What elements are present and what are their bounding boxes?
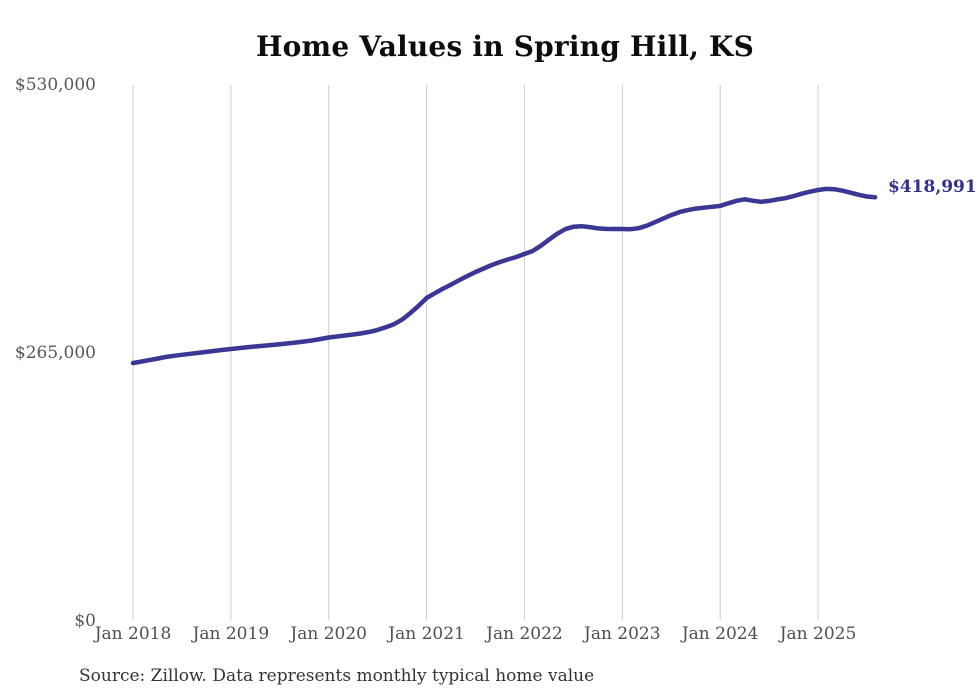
x-tick-label: Jan 2019 (192, 624, 270, 644)
source-note: Source: Zillow. Data represents monthly … (79, 666, 595, 686)
x-tick-label: Jan 2020 (290, 624, 367, 644)
x-tick-label: Jan 2018 (94, 624, 172, 644)
chart-title: Home Values in Spring Hill, KS (256, 30, 754, 63)
y-tick-label: $265,000 (14, 343, 96, 363)
x-tick-label: Jan 2022 (486, 624, 563, 644)
end-value-label: $418,991 (888, 177, 977, 197)
home-value-line (130, 186, 878, 366)
y-tick-label: $530,000 (14, 75, 96, 95)
y-tick-label: $0 (74, 611, 96, 631)
x-tick-label: Jan 2023 (584, 624, 661, 644)
x-tick-label: Jan 2024 (681, 624, 759, 644)
x-tick-label: Jan 2021 (388, 624, 465, 644)
x-tick-label: Jan 2025 (779, 624, 857, 644)
